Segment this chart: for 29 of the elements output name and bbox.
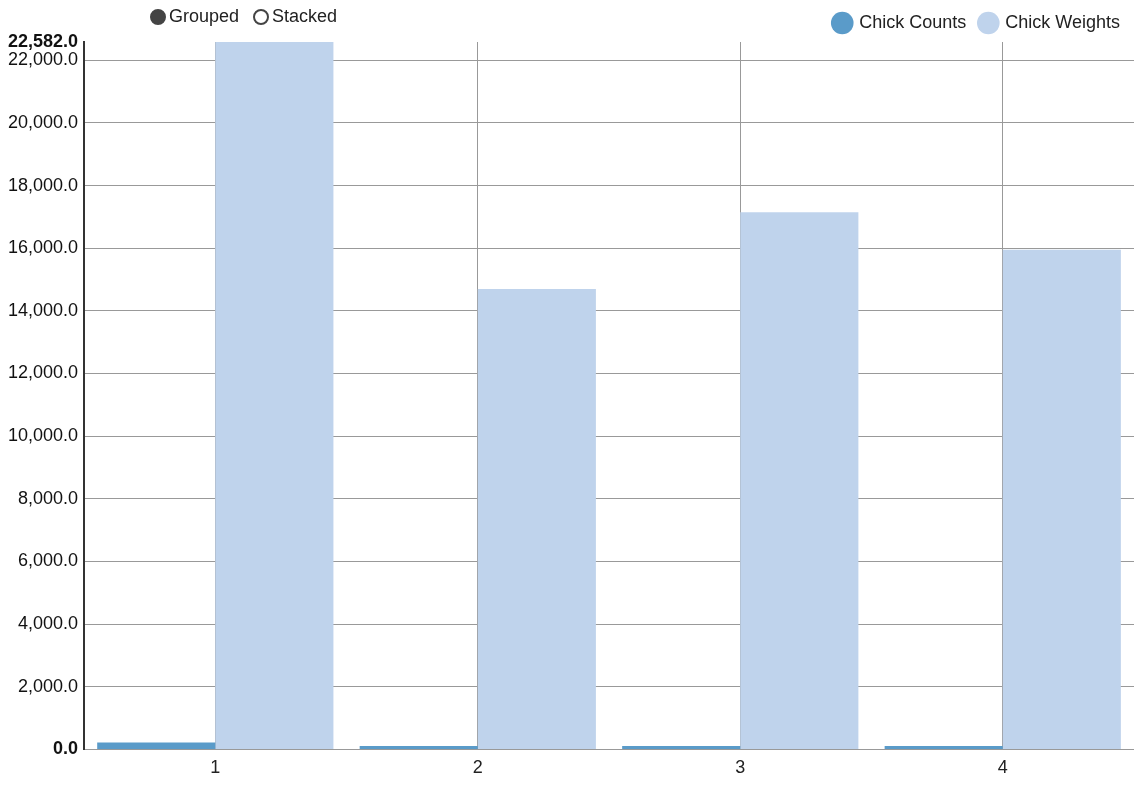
y-tick-label: 16,000.0 (7, 237, 79, 258)
bar (477, 288, 596, 749)
bar (884, 745, 1003, 749)
x-tick-label: 1 (210, 757, 221, 778)
y-tick-label: 10,000.0 (7, 425, 79, 446)
y-tick-label: 6,000.0 (18, 550, 79, 571)
bar (1002, 249, 1121, 749)
x-tick-label: 4 (997, 757, 1008, 778)
legend-label: Chick Counts (859, 11, 967, 32)
y-tick-label: 12,000.0 (7, 362, 79, 383)
y-tick-label: 14,000.0 (7, 299, 79, 320)
y-tick-label: 0.0 (53, 738, 79, 759)
text: Stacked (272, 6, 338, 27)
bar (622, 745, 741, 749)
x-tick-label: 3 (735, 757, 746, 778)
text: Grouped (169, 6, 240, 27)
bar (740, 212, 859, 749)
bar (359, 745, 478, 749)
y-tick-label: 20,000.0 (7, 111, 79, 132)
legend-label: Chick Weights (1005, 11, 1121, 32)
y-tick-label: 22,000.0 (7, 49, 79, 70)
y-tick-label: 18,000.0 (7, 174, 79, 195)
bar (215, 42, 334, 749)
y-tick-label: 2,000.0 (18, 675, 79, 696)
y-tick-label: 8,000.0 (18, 487, 79, 508)
x-tick-label: 2 (472, 757, 483, 778)
bar (97, 742, 216, 749)
y-tick-label: 22,582.0 (7, 30, 79, 51)
y-tick-label: 4,000.0 (18, 613, 79, 634)
